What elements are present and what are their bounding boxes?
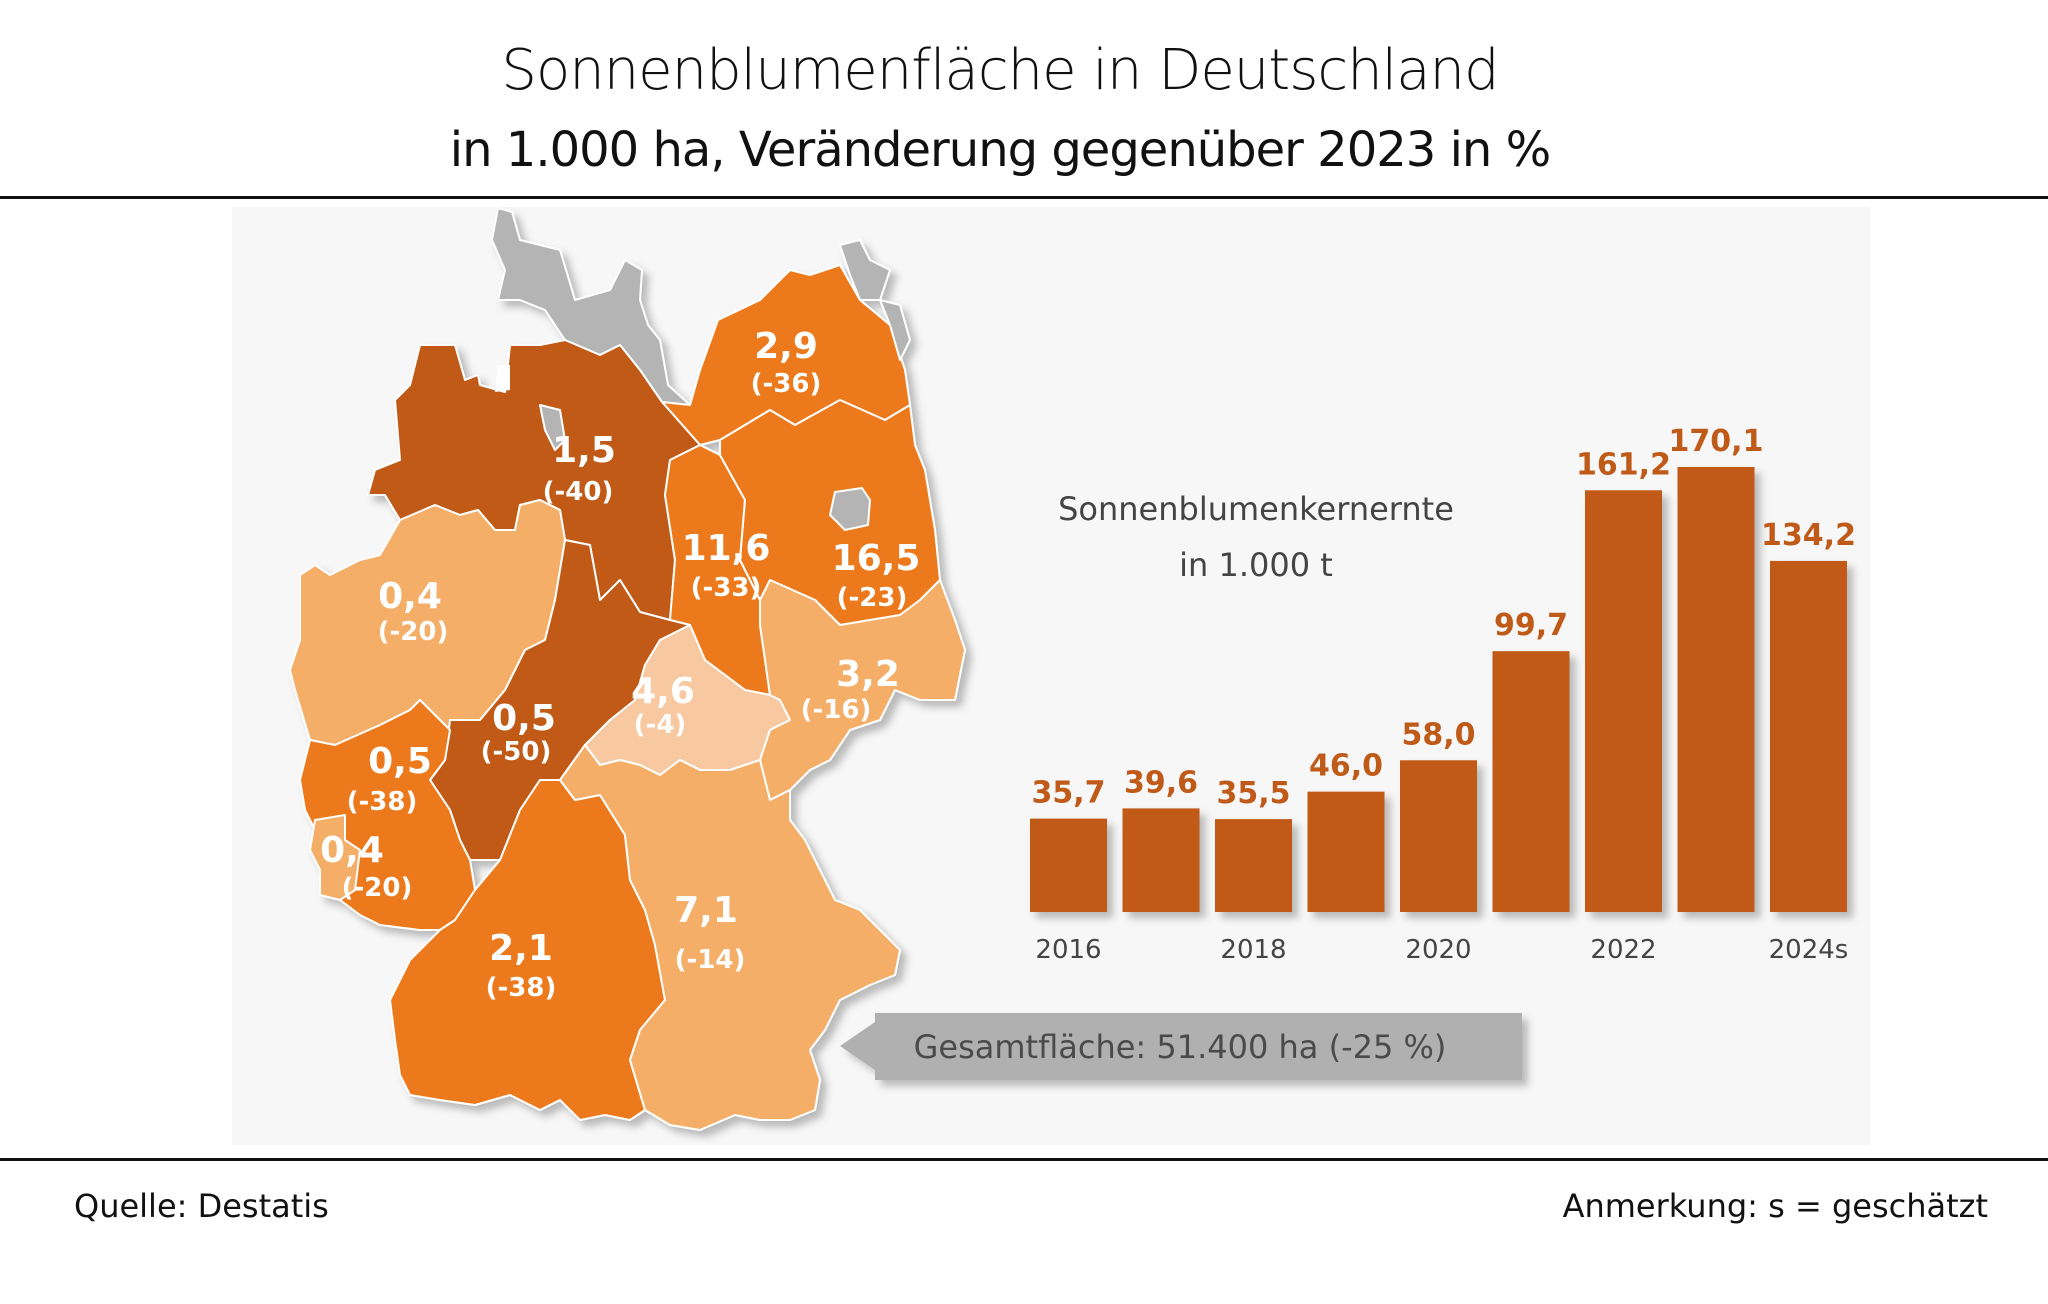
x-tick-2022: 2022 <box>1590 935 1656 965</box>
label-st-change: (-33) <box>691 573 762 603</box>
bar-chart-subtitle: in 1.000 t <box>1179 546 1333 584</box>
city-hamburg-area <box>539 404 566 451</box>
x-tick-2018: 2018 <box>1220 935 1286 965</box>
bar-2016 <box>1030 818 1107 912</box>
bar-2019 <box>1307 791 1385 912</box>
chart-subtitle: in 1.000 ha, Veränderung gegenüber 2023 … <box>449 122 1551 178</box>
bar-2023 <box>1677 467 1755 912</box>
label-ni-change: (-40) <box>543 477 614 507</box>
bar-2024s <box>1770 560 1847 912</box>
state-sachsen <box>759 579 966 801</box>
bar-2022 <box>1585 490 1662 912</box>
value-label-2016: 35,7 <box>1031 776 1105 811</box>
state-bayern <box>559 744 901 1131</box>
value-label-2023: 170,1 <box>1669 424 1764 459</box>
state-schleswig-holstein <box>491 207 691 406</box>
state-saarland <box>309 814 361 901</box>
label-bb-value: 16,5 <box>832 538 921 579</box>
bar-2017 <box>1122 808 1200 912</box>
total-callout <box>840 1013 1522 1080</box>
x-tick-2020: 2020 <box>1405 935 1471 965</box>
germany-map <box>289 207 966 1131</box>
label-th-change: (-4) <box>634 710 687 740</box>
label-bw-change: (-38) <box>486 973 557 1003</box>
x-tick-2024s: 2024s <box>1769 935 1849 965</box>
bar-chart-title: Sonnenblumenkernernte <box>1058 490 1454 528</box>
label-mv-value: 2,9 <box>754 326 818 367</box>
label-he-change: (-50) <box>481 737 552 767</box>
value-label-2020: 58,0 <box>1401 717 1475 752</box>
city-bremen <box>495 365 510 392</box>
map-labels: 2,9 (-36) 1,5 (-40) 11,6 (-33) 16,5 (-23… <box>320 326 920 1003</box>
label-rp-change: (-38) <box>347 787 418 817</box>
label-st-value: 11,6 <box>682 528 771 569</box>
chart-title: Sonnenblumenfläche in Deutschland <box>501 38 1499 103</box>
value-label-2024s: 134,2 <box>1761 518 1856 553</box>
bottom-divider <box>0 1158 2048 1161</box>
top-divider <box>0 196 2048 199</box>
source-note: Quelle: Destatis <box>74 1187 329 1225</box>
callout-box <box>840 1013 1522 1080</box>
bar-2018 <box>1215 819 1292 912</box>
label-he-value: 0,5 <box>492 698 556 739</box>
bar-2021 <box>1492 651 1570 912</box>
state-mv-island-2 <box>879 299 911 361</box>
value-label-2019: 46,0 <box>1309 749 1383 784</box>
label-bw-value: 2,1 <box>489 928 553 969</box>
x-tick-2016: 2016 <box>1035 935 1101 965</box>
state-mv-island <box>839 239 891 301</box>
bar-series: 35,7 2016 39,6 35,5 2018 46,0 58,0 2020 99,7 161,… <box>1030 424 1856 965</box>
value-label-2021: 99,7 <box>1494 608 1568 643</box>
label-sn-change: (-16) <box>801 695 872 725</box>
label-rp-value: 0,5 <box>368 741 432 782</box>
label-mv-change: (-36) <box>751 369 822 399</box>
value-label-2022: 161,2 <box>1576 447 1671 482</box>
label-by-value: 7,1 <box>674 890 738 931</box>
bar-2020 <box>1400 760 1477 912</box>
label-ni-value: 1,5 <box>552 430 616 471</box>
state-berlin <box>829 487 871 531</box>
label-nw-value: 0,4 <box>378 576 442 617</box>
value-label-2018: 35,5 <box>1216 776 1290 811</box>
label-by-change: (-14) <box>675 945 746 975</box>
total-area-label: Gesamtfläche: 51.400 ha (-25 %) <box>914 1028 1447 1066</box>
label-sn-value: 3,2 <box>836 654 900 695</box>
value-label-2017: 39,6 <box>1124 765 1198 800</box>
footnote: Anmerkung: s = geschätzt <box>1562 1187 1988 1225</box>
label-nw-change: (-20) <box>378 617 449 647</box>
label-sl-value: 0,4 <box>320 830 384 871</box>
label-sl-change: (-20) <box>342 873 413 903</box>
label-bb-change: (-23) <box>837 583 908 613</box>
label-th-value: 4,6 <box>631 671 695 712</box>
